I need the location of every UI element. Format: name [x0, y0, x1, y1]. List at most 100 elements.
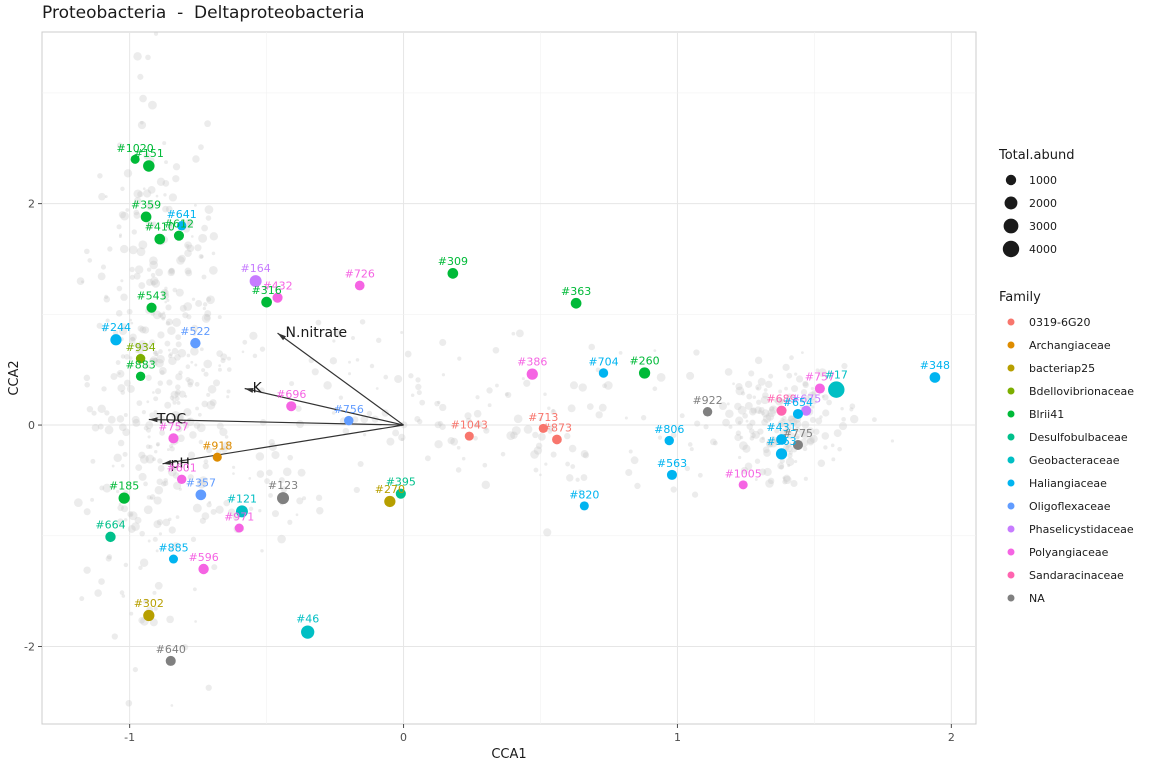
- background-point: [133, 272, 141, 280]
- background-point: [769, 405, 778, 414]
- background-point: [763, 449, 771, 457]
- background-point: [266, 469, 273, 476]
- color-legend-label: NA: [1029, 592, 1045, 605]
- background-point: [800, 351, 804, 355]
- background-point: [258, 509, 262, 513]
- background-point: [153, 396, 159, 402]
- background-point: [186, 219, 194, 228]
- background-point: [767, 408, 776, 418]
- background-point: [154, 581, 163, 590]
- background-point: [742, 444, 751, 453]
- x-tick-label: 2: [948, 731, 955, 744]
- background-point: [783, 423, 789, 429]
- size-legend-key: [1004, 196, 1018, 210]
- background-point: [164, 340, 171, 347]
- background-point: [209, 399, 217, 406]
- y-tick-label: 0: [28, 419, 35, 432]
- background-point: [624, 416, 628, 420]
- background-point: [742, 413, 748, 419]
- background-point: [161, 316, 166, 321]
- background-point: [164, 401, 172, 409]
- background-point: [149, 618, 158, 627]
- background-point: [150, 280, 156, 286]
- background-point: [837, 446, 842, 452]
- data-point-label: #696: [276, 388, 306, 401]
- background-point: [136, 400, 143, 406]
- background-point: [689, 447, 694, 452]
- background-point: [150, 276, 159, 286]
- background-point: [338, 395, 344, 400]
- background-point: [833, 429, 842, 438]
- background-point: [784, 386, 788, 391]
- background-point: [348, 360, 351, 364]
- background-point: [115, 489, 120, 494]
- background-point: [191, 297, 196, 301]
- background-point: [521, 377, 525, 381]
- background-point: [218, 364, 222, 367]
- background-point: [129, 318, 133, 322]
- background-point: [193, 333, 196, 336]
- data-point-label: #883: [125, 359, 155, 372]
- background-point: [123, 562, 129, 568]
- background-point: [162, 311, 166, 315]
- background-point: [149, 256, 158, 265]
- background-point: [785, 444, 793, 453]
- background-point: [694, 420, 701, 427]
- background-point: [139, 94, 147, 103]
- vector-arrowhead: [244, 388, 254, 393]
- background-point: [133, 342, 140, 348]
- data-point: [526, 368, 538, 380]
- background-point: [123, 413, 128, 418]
- background-point: [791, 394, 795, 398]
- background-point: [744, 380, 753, 388]
- data-point-label: #244: [101, 321, 131, 334]
- background-point: [831, 457, 836, 462]
- background-point: [500, 451, 506, 457]
- background-point: [196, 423, 206, 433]
- background-point: [785, 424, 792, 432]
- background-point: [785, 441, 792, 448]
- background-point: [735, 416, 744, 425]
- background-point: [197, 479, 201, 483]
- data-point: [579, 501, 589, 511]
- background-point: [366, 410, 373, 417]
- background-point: [152, 457, 156, 462]
- background-point: [192, 155, 200, 163]
- data-point-label: #46: [296, 612, 319, 625]
- background-point: [331, 411, 336, 415]
- background-point: [130, 321, 134, 325]
- background-point: [758, 406, 765, 413]
- background-point: [441, 373, 446, 377]
- background-point: [268, 439, 275, 446]
- background-point: [260, 549, 264, 553]
- background-point: [630, 456, 639, 465]
- background-point: [97, 173, 103, 179]
- background-point: [154, 485, 164, 495]
- background-point: [125, 699, 133, 707]
- background-point: [740, 466, 749, 475]
- background-point: [193, 203, 197, 207]
- legend: Total.abund 1000 2000 3000 4000 Family 0319…: [998, 148, 1134, 605]
- background-point: [172, 400, 177, 405]
- background-point: [187, 474, 194, 481]
- background-point: [165, 205, 173, 213]
- background-point: [822, 394, 829, 401]
- background-point: [618, 350, 623, 355]
- background-point: [133, 211, 141, 219]
- background-point: [763, 467, 772, 477]
- background-point: [437, 420, 443, 427]
- background-point: [580, 450, 589, 458]
- background-point: [394, 374, 403, 384]
- background-point: [256, 470, 265, 478]
- background-point: [204, 120, 211, 128]
- background-point: [129, 611, 134, 616]
- background-point: [768, 424, 773, 429]
- background-point: [203, 314, 211, 321]
- color-legend-key: [1007, 318, 1015, 326]
- background-point: [159, 370, 165, 376]
- data-point-label: #612: [164, 218, 194, 231]
- background-point: [223, 499, 230, 507]
- color-legend-label: 0319-6G20: [1029, 316, 1090, 329]
- background-point: [777, 421, 784, 428]
- highlighted-points: [105, 154, 941, 666]
